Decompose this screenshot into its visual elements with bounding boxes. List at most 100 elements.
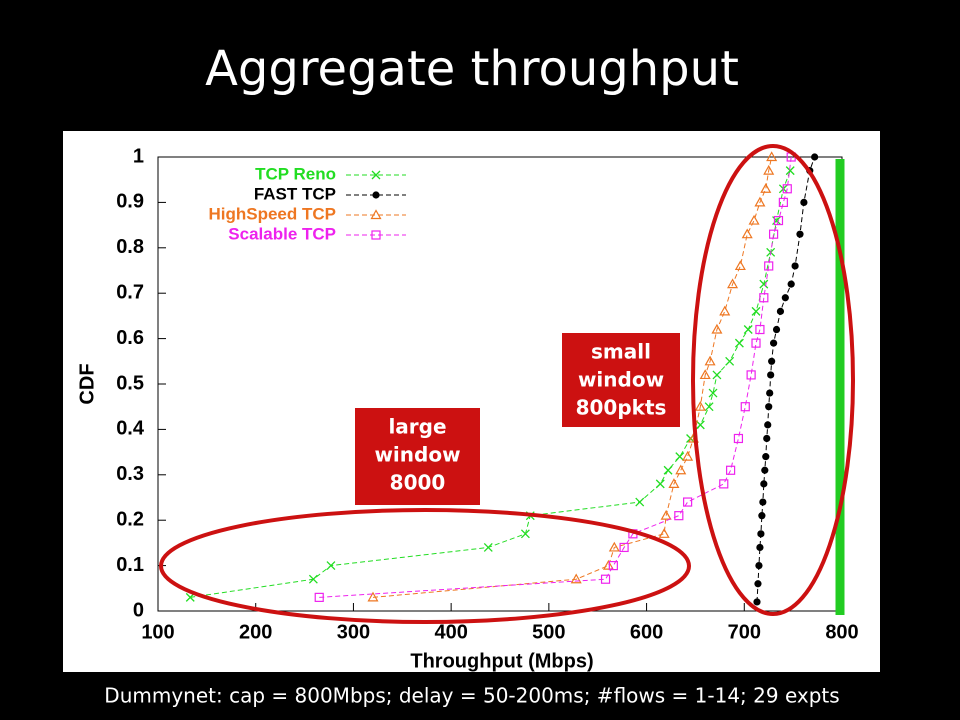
point xyxy=(767,371,775,379)
legend-label: HighSpeed TCP xyxy=(208,204,336,223)
x-tick-label: 500 xyxy=(532,621,565,643)
point xyxy=(719,479,729,489)
annotation-text: small xyxy=(591,340,651,364)
point xyxy=(711,323,723,334)
y-tick-label: 1 xyxy=(133,145,144,167)
x-tick-label: 600 xyxy=(630,621,663,643)
point xyxy=(758,512,766,520)
point xyxy=(699,369,711,380)
point xyxy=(781,294,789,302)
point xyxy=(694,400,706,411)
point xyxy=(704,355,716,366)
point xyxy=(785,166,795,176)
annotation-text: 8000 xyxy=(390,471,446,495)
point xyxy=(759,293,769,303)
x-tick-label: 300 xyxy=(337,621,370,643)
point xyxy=(675,452,685,462)
point xyxy=(635,497,645,507)
point xyxy=(765,403,773,411)
point xyxy=(741,228,753,239)
slide-title: Aggregate throughput xyxy=(205,41,739,97)
point xyxy=(759,498,767,506)
legend-label: Scalable TCP xyxy=(228,224,336,243)
point xyxy=(740,402,750,412)
point xyxy=(787,280,795,288)
point xyxy=(725,356,735,366)
point xyxy=(772,325,781,334)
point xyxy=(367,591,379,602)
y-tick-label: 0.2 xyxy=(116,508,144,530)
point xyxy=(770,339,778,347)
point xyxy=(754,196,766,207)
point xyxy=(704,402,714,412)
point xyxy=(655,479,665,489)
point xyxy=(712,370,722,380)
point xyxy=(811,153,819,161)
point xyxy=(602,559,614,570)
point xyxy=(751,306,761,316)
chart-background xyxy=(63,131,880,672)
point xyxy=(326,561,336,571)
x-axis-label: Throughput (Mbps) xyxy=(410,650,593,672)
x-tick-label: 700 xyxy=(728,621,761,643)
point xyxy=(776,307,785,315)
point xyxy=(772,216,781,226)
point xyxy=(768,357,776,365)
point xyxy=(800,198,808,206)
highlight-ellipse xyxy=(159,508,691,624)
point xyxy=(733,433,744,444)
point xyxy=(760,183,772,193)
caption: Dummynet: cap = 800Mbps; delay = 50-200m… xyxy=(104,684,839,708)
legend-label: FAST TCP xyxy=(254,184,336,203)
point xyxy=(708,388,718,398)
legend-marker xyxy=(371,230,381,240)
point xyxy=(751,338,761,348)
point xyxy=(746,370,756,380)
annotation-box xyxy=(355,408,480,505)
series-line xyxy=(190,170,791,598)
point xyxy=(314,592,324,602)
x-tick-label: 200 xyxy=(239,621,272,643)
point xyxy=(727,278,739,289)
point xyxy=(778,197,788,207)
point xyxy=(658,528,670,538)
point xyxy=(734,338,744,348)
point xyxy=(761,466,769,474)
point xyxy=(753,598,761,606)
y-tick-label: 0.7 xyxy=(116,281,144,303)
point xyxy=(570,573,582,584)
point xyxy=(608,541,620,552)
point xyxy=(791,262,799,270)
point xyxy=(773,215,784,226)
point xyxy=(660,509,672,520)
point xyxy=(762,453,770,461)
legend-label: TCP Reno xyxy=(255,164,336,183)
y-tick-label: 0.1 xyxy=(116,554,144,576)
point xyxy=(759,279,769,289)
point xyxy=(695,420,705,430)
y-tick-label: 0.4 xyxy=(116,418,145,440)
point xyxy=(796,230,804,238)
legend-marker xyxy=(372,191,380,199)
annotation-text: window xyxy=(578,368,664,392)
y-tick-label: 0.3 xyxy=(116,463,144,485)
point xyxy=(766,151,778,162)
point xyxy=(760,480,768,488)
point xyxy=(675,464,687,475)
series-line xyxy=(372,156,773,598)
point xyxy=(743,325,753,334)
x-tick-label: 100 xyxy=(141,621,174,643)
point xyxy=(756,543,764,552)
point xyxy=(483,542,493,552)
x-tick-label: 800 xyxy=(825,621,858,643)
point xyxy=(757,530,765,538)
point xyxy=(763,434,771,443)
y-tick-label: 0.6 xyxy=(116,327,144,349)
point xyxy=(719,305,731,316)
point xyxy=(520,529,530,539)
point xyxy=(748,214,760,225)
point xyxy=(782,184,792,194)
point xyxy=(764,261,774,271)
point xyxy=(726,465,736,475)
